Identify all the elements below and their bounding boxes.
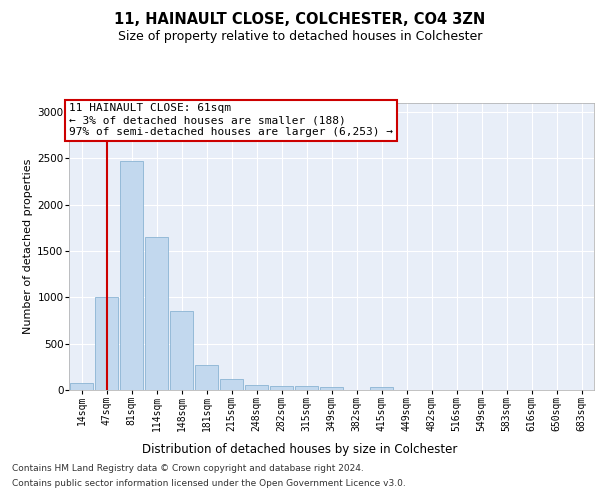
Text: Contains HM Land Registry data © Crown copyright and database right 2024.: Contains HM Land Registry data © Crown c… [12,464,364,473]
Y-axis label: Number of detached properties: Number of detached properties [23,158,33,334]
Bar [270,386,293,390]
Text: Contains public sector information licensed under the Open Government Licence v3: Contains public sector information licen… [12,478,406,488]
Bar [320,387,343,390]
Bar [145,237,168,390]
Bar [245,385,268,390]
Bar [70,383,93,390]
Text: Distribution of detached houses by size in Colchester: Distribution of detached houses by size … [142,442,458,456]
Text: 11, HAINAULT CLOSE, COLCHESTER, CO4 3ZN: 11, HAINAULT CLOSE, COLCHESTER, CO4 3ZN [115,12,485,28]
Bar [120,161,143,390]
Bar [195,365,218,390]
Text: Size of property relative to detached houses in Colchester: Size of property relative to detached ho… [118,30,482,43]
Bar [370,387,393,390]
Bar [95,298,118,390]
Bar [220,379,243,390]
Text: 11 HAINAULT CLOSE: 61sqm
← 3% of detached houses are smaller (188)
97% of semi-d: 11 HAINAULT CLOSE: 61sqm ← 3% of detache… [69,104,393,136]
Bar [170,311,193,390]
Bar [295,386,318,390]
